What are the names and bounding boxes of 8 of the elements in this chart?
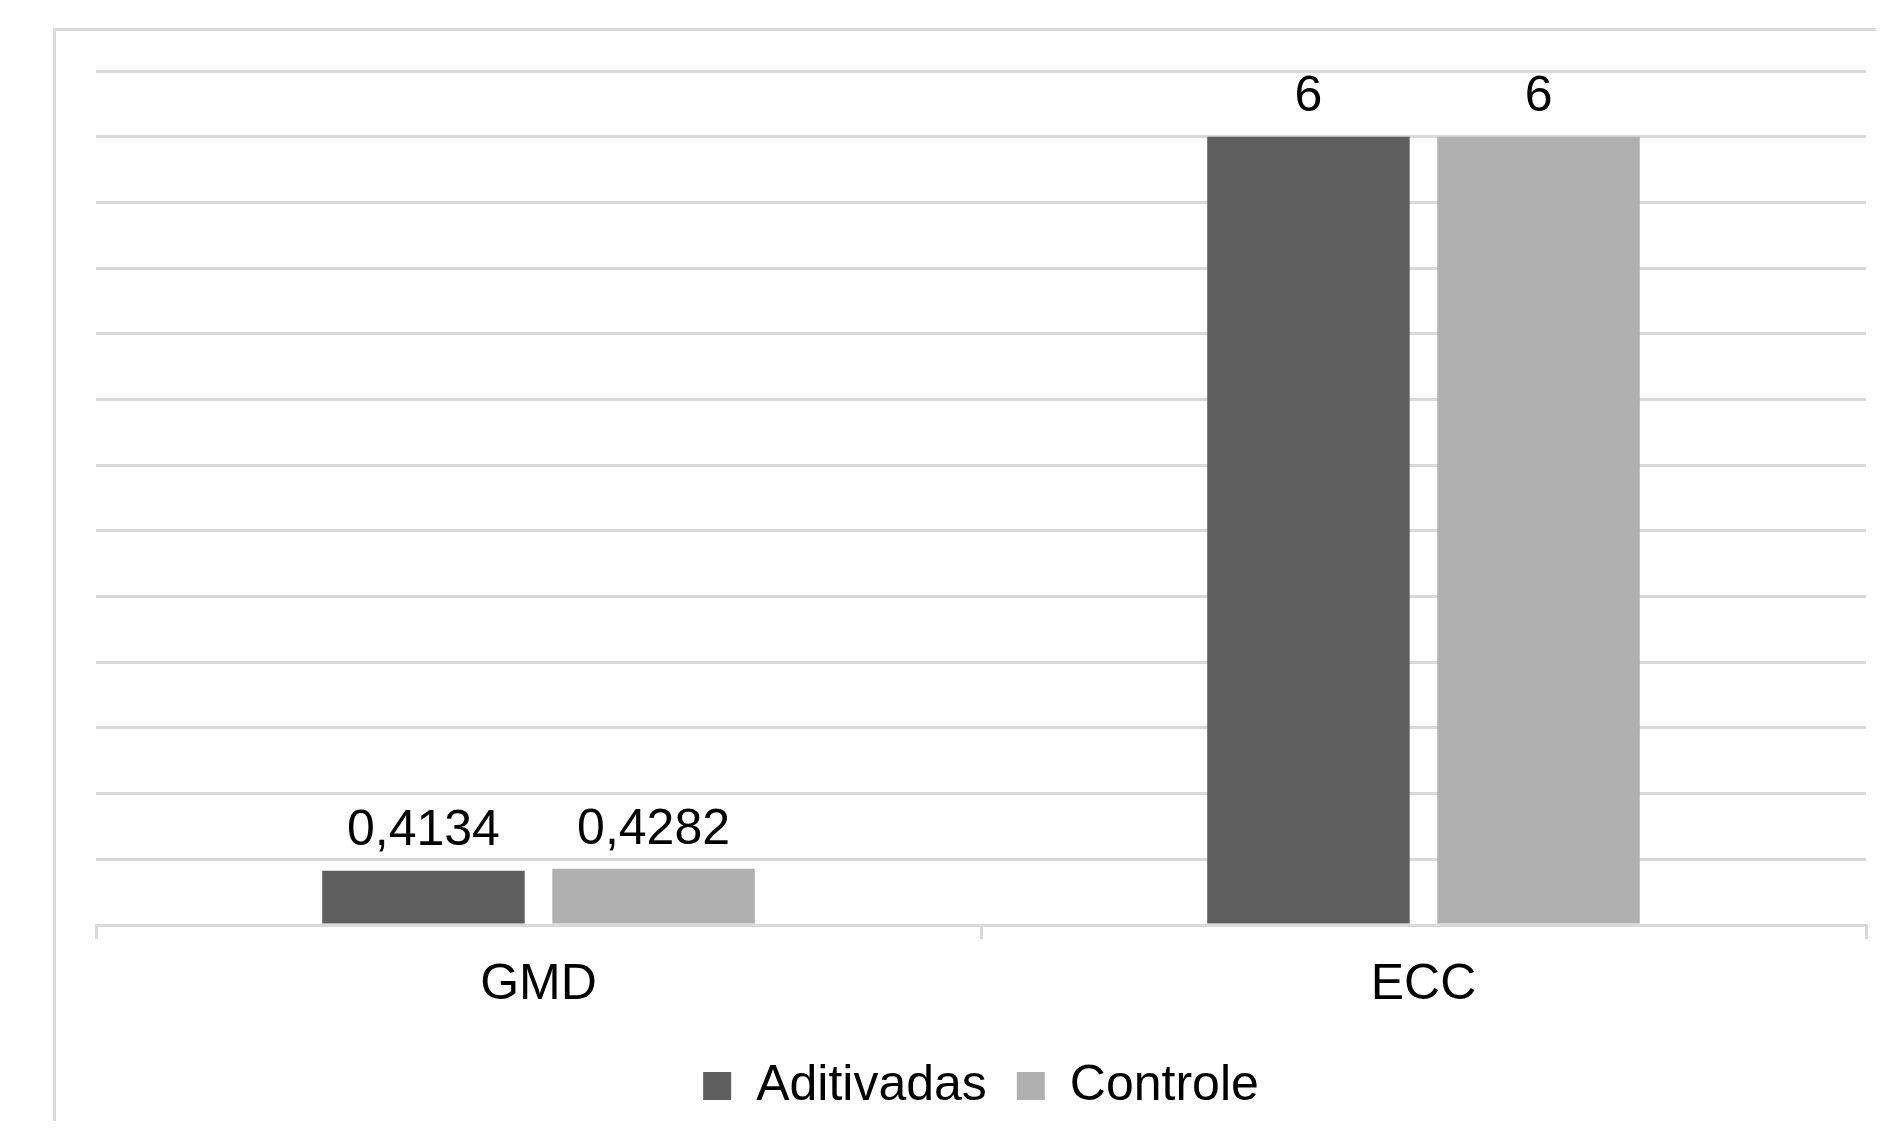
data-label: 6	[1294, 66, 1323, 123]
x-tick-label: ECC	[1370, 953, 1477, 1010]
data-label: 6	[1524, 66, 1553, 123]
x-tick-label: GMD	[480, 953, 597, 1010]
data-label: 0,4282	[577, 798, 731, 855]
legend-label: Controle	[1069, 1054, 1259, 1111]
data-label: 0,4134	[346, 800, 500, 857]
legend-label: Aditivadas	[756, 1054, 987, 1111]
